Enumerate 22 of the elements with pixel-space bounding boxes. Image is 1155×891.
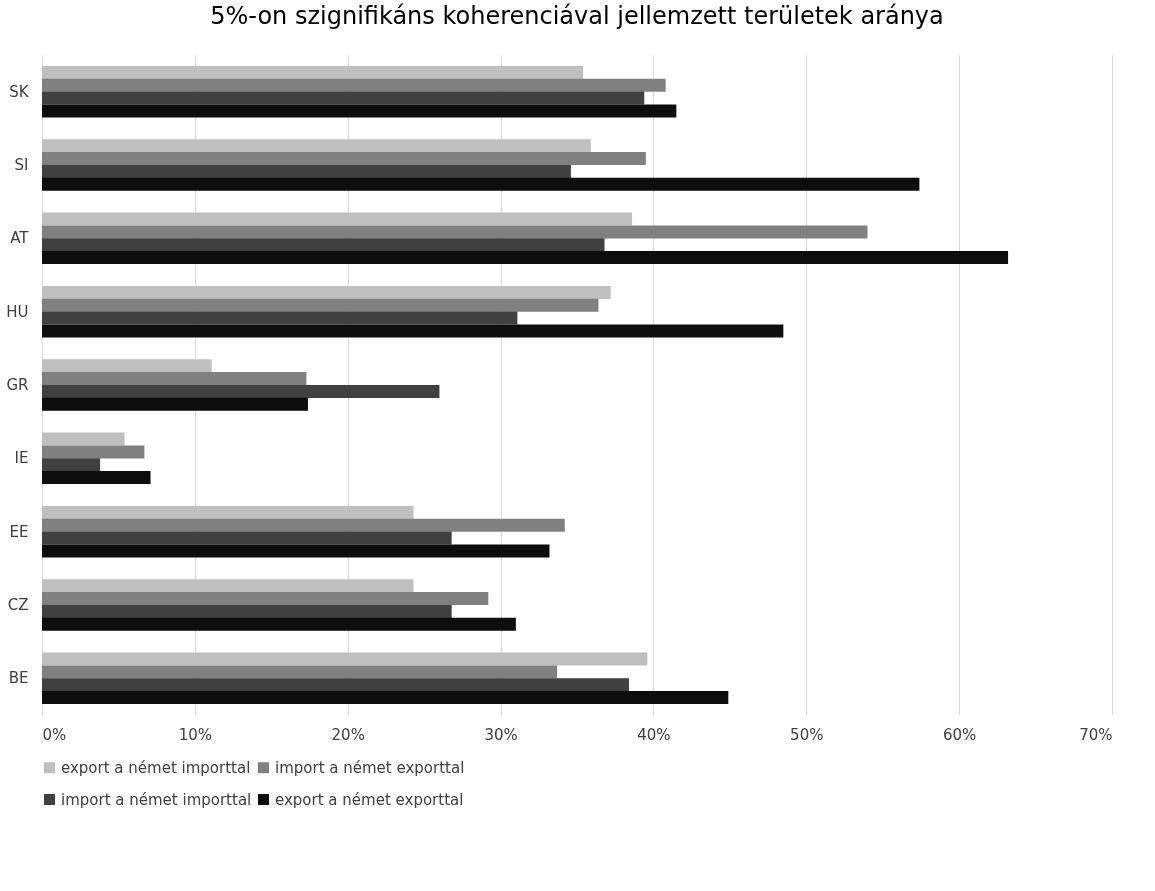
y-tick-label: HU [6,302,29,321]
legend-label: import a német exporttal [275,758,465,777]
y-tick-label: AT [10,229,30,248]
y-tick-label: SK [9,82,30,101]
x-tick-label: 40% [637,725,671,744]
y-tick-label: EE [9,522,29,541]
x-tick-label: 60% [942,725,977,744]
chart-title: 5%-on szignifikáns koherenciával jellemzett területek aránya [210,2,944,30]
legend-label: export a német importtal [61,758,251,777]
legend-label: import a német importtal [61,790,252,809]
x-tick-label: 70% [1079,725,1113,744]
y-tick-label: CZ [7,596,29,614]
y-tick-label: IE [14,449,29,468]
y-tick-label: SI [14,156,29,174]
y-tick-label: GR [6,376,29,394]
y-tick-label: BE [8,669,29,688]
legend-label: export a német exporttal [275,790,464,809]
x-tick-label: 50% [790,725,824,744]
x-tick-label: 0% [42,725,67,744]
x-tick-label: 30% [484,725,518,744]
x-tick-label: 20% [331,725,365,744]
x-tick-label: 10% [178,725,213,744]
